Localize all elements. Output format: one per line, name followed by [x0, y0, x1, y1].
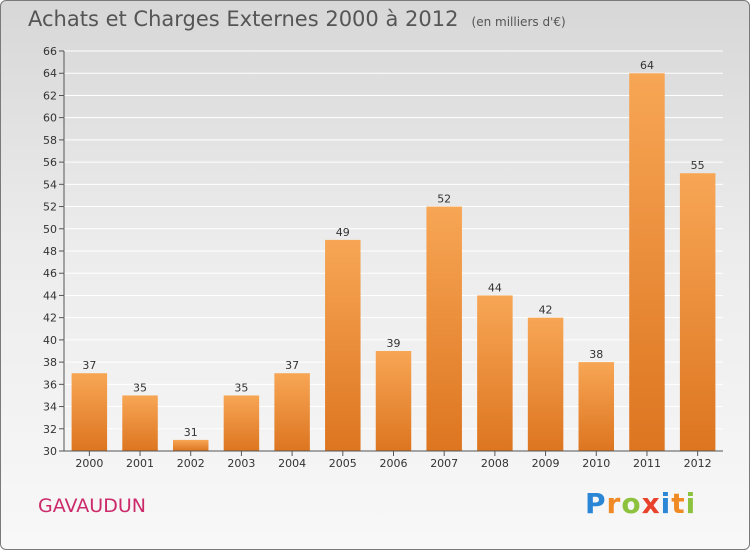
y-tick-label: 42 [43, 312, 57, 325]
y-tick-label: 66 [43, 45, 57, 58]
x-tick-label: 2010 [582, 457, 610, 470]
data-label: 35 [133, 381, 147, 394]
bar [679, 173, 716, 451]
data-label: 35 [234, 381, 248, 394]
y-tick-label: 34 [43, 401, 57, 414]
x-tick-label: 2005 [329, 457, 357, 470]
data-label: 37 [82, 359, 96, 372]
data-label: 42 [539, 304, 553, 317]
unit-text: (en milliers d'€) [471, 15, 566, 29]
data-label: 44 [488, 281, 502, 294]
data-label: 64 [640, 59, 654, 72]
x-tick-label: 2008 [481, 457, 509, 470]
data-label: 38 [589, 348, 603, 361]
chart-title: Achats et Charges Externes 2000 à 2012 (… [28, 7, 566, 31]
bar [274, 373, 310, 451]
x-tick-label: 2001 [126, 457, 154, 470]
data-label: 37 [285, 359, 299, 372]
y-tick-label: 62 [43, 89, 57, 102]
x-tick-label: 2011 [633, 457, 661, 470]
bar [71, 373, 108, 451]
y-tick-label: 40 [43, 334, 57, 347]
bar [477, 295, 513, 451]
bar [527, 317, 564, 451]
title-text: Achats et Charges Externes 2000 à 2012 [28, 7, 459, 31]
y-tick-label: 48 [43, 245, 57, 258]
data-label: 52 [437, 193, 451, 206]
bar [122, 395, 158, 451]
bars [71, 73, 716, 451]
y-tick-label: 50 [43, 223, 57, 236]
bar [325, 239, 361, 451]
proxiti-logo: Proxiti [585, 487, 697, 520]
y-tick-label: 46 [43, 267, 57, 280]
bar [426, 206, 462, 451]
y-tick-label: 38 [43, 356, 57, 369]
axes [59, 50, 723, 456]
data-label: 31 [184, 426, 198, 439]
bar [629, 73, 665, 451]
bar [223, 395, 260, 451]
data-label: 39 [387, 337, 401, 350]
bar [578, 362, 615, 451]
y-tick-label: 64 [43, 67, 57, 80]
y-tick-label: 58 [43, 134, 57, 147]
x-tick-label: 2007 [430, 457, 458, 470]
y-tick-label: 60 [43, 112, 57, 125]
x-tick-label: 2009 [532, 457, 560, 470]
y-tick-label: 52 [43, 201, 57, 214]
y-tick-label: 30 [43, 445, 57, 458]
x-tick-label: 2003 [227, 457, 255, 470]
y-tick-label: 54 [43, 178, 57, 191]
data-label: 55 [691, 159, 705, 172]
bar [375, 351, 412, 451]
y-tick-label: 56 [43, 156, 57, 169]
commune-name: GAVAUDUN [38, 495, 146, 517]
x-tick-label: 2006 [380, 457, 408, 470]
bar [172, 439, 209, 451]
y-tick-label: 44 [43, 289, 57, 302]
x-tick-label: 2004 [278, 457, 306, 470]
data-label: 49 [336, 226, 350, 239]
y-tick-label: 32 [43, 423, 57, 436]
x-tick-label: 2000 [75, 457, 103, 470]
x-tick-label: 2012 [684, 457, 712, 470]
x-tick-label: 2002 [177, 457, 205, 470]
labels: 30 32 34 36 38 40 42 44 46 48 50 52 54 56 58 60 62 64 66 37… [43, 45, 712, 470]
y-tick-label: 36 [43, 378, 57, 391]
